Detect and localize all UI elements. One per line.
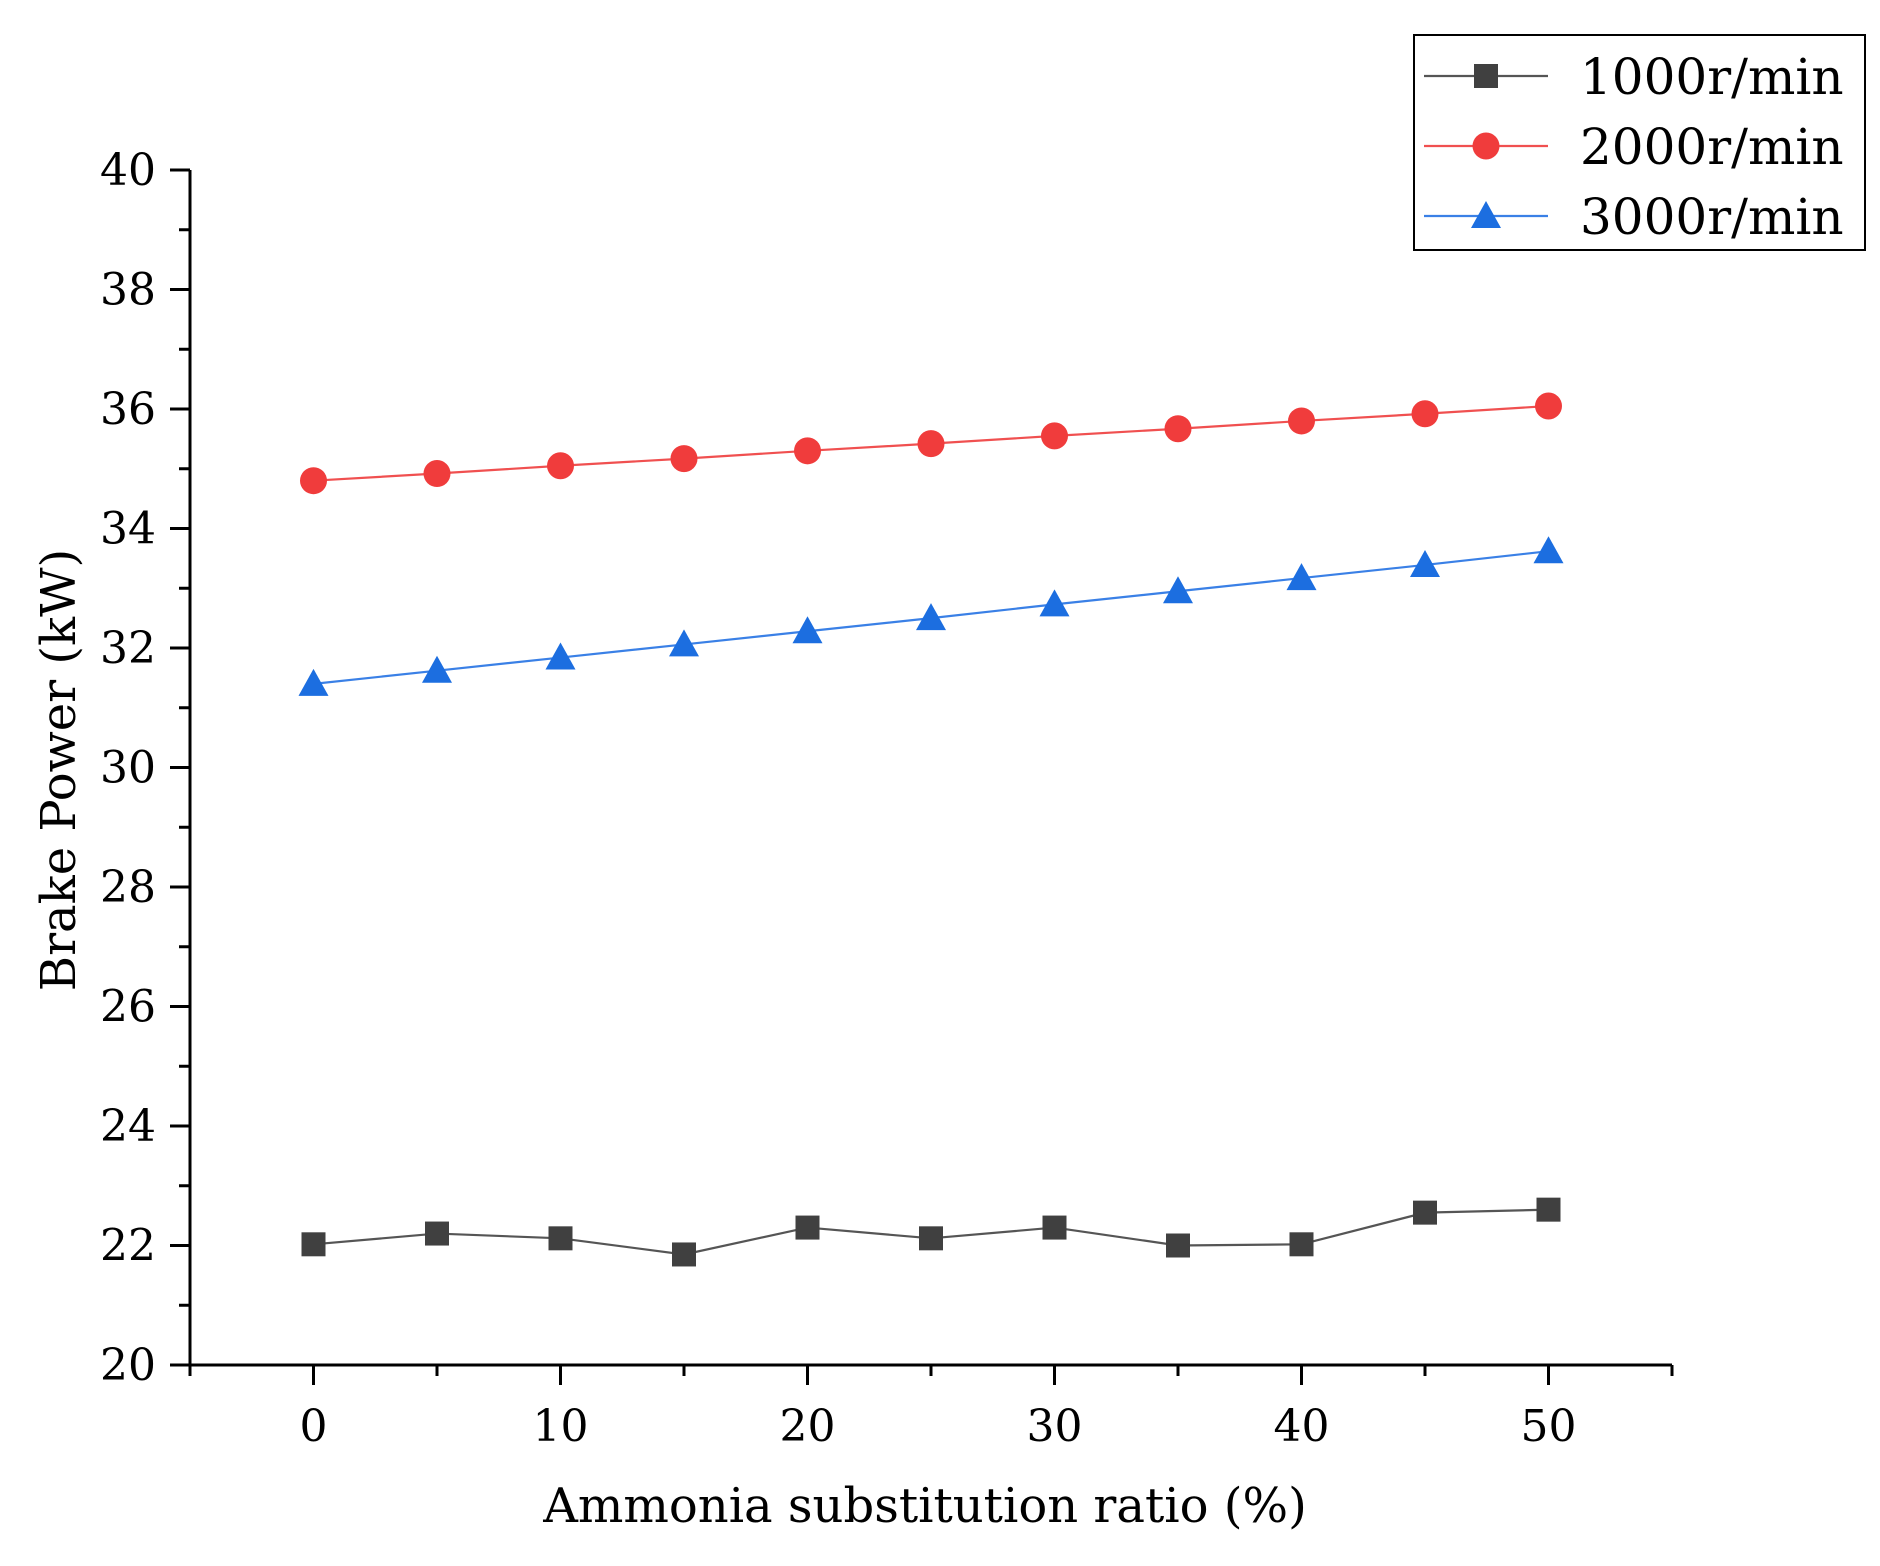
legend-item: 3000r/min	[1424, 188, 1844, 246]
legend-marker	[1472, 132, 1500, 160]
data-point	[422, 655, 452, 683]
legend-label: 3000r/min	[1580, 188, 1844, 246]
data-point	[1413, 1200, 1437, 1225]
data-point	[425, 1221, 449, 1246]
x-axis-title: Ammonia substitution ratio (%)	[542, 1478, 1307, 1534]
legend-item: 1000r/min	[1424, 48, 1844, 106]
y-tick-label: 30	[100, 743, 156, 794]
y-tick-label: 34	[100, 504, 156, 555]
data-point	[1041, 422, 1068, 450]
legend-marker	[1471, 201, 1501, 228]
y-tick-label: 22	[100, 1221, 156, 1272]
y-tick-label: 36	[100, 384, 156, 435]
data-point	[1163, 576, 1193, 604]
data-point	[545, 642, 576, 670]
data-point	[917, 430, 945, 458]
y-tick-label: 32	[100, 623, 156, 674]
data-point	[1164, 415, 1192, 443]
data-point	[300, 467, 327, 495]
data-point	[423, 460, 451, 488]
x-tick-label: 0	[300, 1401, 328, 1452]
legend-label: 1000r/min	[1580, 48, 1844, 106]
data-point	[1288, 407, 1315, 435]
y-tick-label: 20	[100, 1340, 156, 1391]
series-1000rmin	[301, 1197, 1561, 1267]
data-point	[916, 603, 946, 631]
data-point	[1536, 1197, 1561, 1222]
data-point	[547, 452, 574, 480]
data-point	[919, 1226, 943, 1251]
legend-label: 2000r/min	[1580, 118, 1844, 176]
y-tick-label: 24	[100, 1101, 156, 1152]
x-tick-label: 50	[1521, 1401, 1577, 1452]
x-tick-label: 20	[780, 1401, 836, 1452]
data-point	[1533, 536, 1564, 564]
y-tick-label: 38	[100, 265, 156, 316]
legend-item: 2000r/min	[1424, 118, 1844, 176]
legend-marker	[1474, 64, 1498, 88]
data-point	[1039, 589, 1070, 617]
y-tick-label: 26	[100, 982, 156, 1033]
data-point	[1410, 549, 1440, 577]
data-point	[794, 437, 821, 465]
x-tick-label: 40	[1274, 1401, 1330, 1452]
y-tick-label: 40	[100, 145, 156, 196]
series-layer	[298, 392, 1564, 1267]
tick-labels: 20 22 24 26 28 30 32 34 36 38 40 0 10 20 30 40 50	[100, 145, 1577, 1452]
data-point	[669, 629, 699, 657]
data-point	[792, 616, 823, 644]
data-point	[1166, 1233, 1190, 1258]
y-tick-label: 28	[100, 862, 156, 913]
data-point	[670, 445, 698, 473]
data-point	[548, 1226, 573, 1251]
data-point	[298, 668, 329, 696]
legend: 1000r/min 2000r/min 3000r/min	[1413, 34, 1866, 251]
data-point	[672, 1242, 696, 1267]
data-point	[301, 1232, 326, 1257]
x-tick-label: 10	[533, 1401, 589, 1452]
axes	[188, 170, 1672, 1367]
y-axis-title: Brake Power (kW)	[31, 549, 87, 991]
data-point	[795, 1215, 820, 1240]
series-3000rmin	[298, 536, 1564, 696]
data-point	[1289, 1232, 1314, 1257]
data-point	[1286, 563, 1317, 591]
ticks	[170, 168, 1674, 1385]
data-point	[1535, 392, 1562, 420]
x-tick-label: 30	[1027, 1401, 1083, 1452]
data-point	[1042, 1215, 1067, 1240]
series-2000rmin	[300, 392, 1562, 495]
data-point	[1411, 400, 1439, 428]
